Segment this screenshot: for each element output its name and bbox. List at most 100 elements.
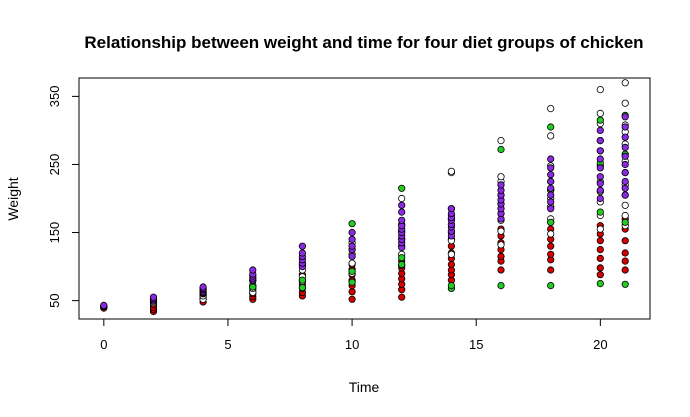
data-point: [447, 281, 455, 290]
data-point: [547, 105, 555, 113]
data-point: [596, 179, 604, 188]
data-point: [497, 181, 505, 189]
data-point: [398, 201, 406, 209]
data-point: [348, 278, 356, 286]
data-point: [621, 218, 629, 226]
data-point: [149, 293, 158, 301]
data-point: [249, 283, 257, 291]
data-point: [497, 281, 505, 290]
data-point: [621, 169, 629, 177]
data-point: [596, 225, 604, 233]
chart-title: Relationship between weight and time for…: [84, 33, 643, 52]
data-points: [100, 79, 629, 316]
data-point: [547, 242, 555, 250]
data-point: [547, 164, 555, 172]
x-tick-label: 0: [100, 337, 107, 352]
data-point: [596, 147, 604, 155]
data-point: [298, 242, 306, 250]
data-point: [596, 279, 604, 288]
data-point: [621, 99, 629, 107]
data-point: [621, 113, 629, 121]
data-point: [348, 220, 356, 228]
data-point: [398, 194, 406, 203]
data-point: [497, 173, 505, 181]
data-point: [547, 191, 555, 199]
data-point: [596, 186, 604, 194]
data-point: [596, 246, 604, 254]
data-point: [596, 86, 604, 94]
data-point: [348, 242, 356, 250]
data-point: [596, 155, 604, 163]
data-point: [447, 167, 455, 175]
data-point: [398, 216, 406, 224]
data-point: [596, 271, 604, 279]
data-point: [447, 250, 455, 258]
data-point: [298, 249, 306, 257]
data-point: [348, 228, 356, 237]
data-point: [621, 133, 629, 141]
data-point: [547, 218, 555, 226]
data-point: [447, 205, 455, 213]
data-point: [547, 171, 555, 179]
data-point: [621, 191, 629, 199]
x-tick-label: 5: [224, 337, 231, 352]
data-point: [497, 241, 505, 249]
data-point: [298, 276, 306, 284]
data-point: [596, 137, 604, 145]
data-point: [621, 237, 629, 245]
data-point: [348, 235, 356, 243]
data-point: [621, 249, 629, 257]
data-point: [547, 155, 555, 163]
data-point: [596, 264, 604, 272]
data-point: [497, 266, 505, 274]
data-point: [596, 237, 604, 245]
x-tick-label: 20: [593, 337, 607, 352]
data-point: [199, 283, 207, 291]
x-axis-label: Time: [349, 379, 380, 395]
data-point: [497, 227, 505, 235]
data-point: [596, 254, 604, 262]
data-point: [621, 257, 629, 265]
data-point: [621, 201, 629, 209]
data-point: [497, 145, 505, 154]
data-point: [547, 184, 555, 192]
data-point: [621, 211, 629, 220]
data-point: [621, 79, 629, 87]
data-point: [621, 123, 629, 131]
data-point: [348, 267, 356, 275]
y-axis-label: Weight: [5, 177, 21, 220]
data-point: [398, 254, 406, 262]
data-point: [249, 266, 257, 274]
data-point: [596, 173, 604, 181]
data-point: [547, 177, 555, 186]
y-axis: 50 150 250 350: [47, 86, 80, 308]
data-point: [398, 208, 406, 216]
data-point: [348, 288, 356, 296]
data-point: [596, 208, 604, 216]
data-point: [596, 164, 604, 172]
data-point: [398, 293, 406, 301]
data-point: [596, 126, 604, 134]
x-axis: 0 5 10 15 20: [100, 318, 608, 352]
x-tick-label: 15: [469, 337, 483, 352]
data-point: [547, 198, 555, 206]
data-point: [398, 260, 406, 269]
data-point: [621, 184, 629, 192]
data-point: [621, 152, 629, 160]
data-point: [298, 284, 306, 292]
data-point: [497, 252, 505, 260]
data-point: [621, 280, 629, 288]
plot-box: [78, 77, 651, 320]
data-point: [447, 260, 455, 269]
data-point: [547, 123, 555, 131]
y-tick-label: 50: [47, 293, 62, 307]
data-point: [596, 116, 604, 124]
data-point: [398, 184, 406, 192]
data-point: [621, 177, 629, 186]
data-point: [497, 137, 505, 145]
data-point: [547, 205, 555, 213]
data-point: [547, 250, 555, 258]
data-point: [348, 295, 356, 303]
data-point: [596, 194, 604, 203]
